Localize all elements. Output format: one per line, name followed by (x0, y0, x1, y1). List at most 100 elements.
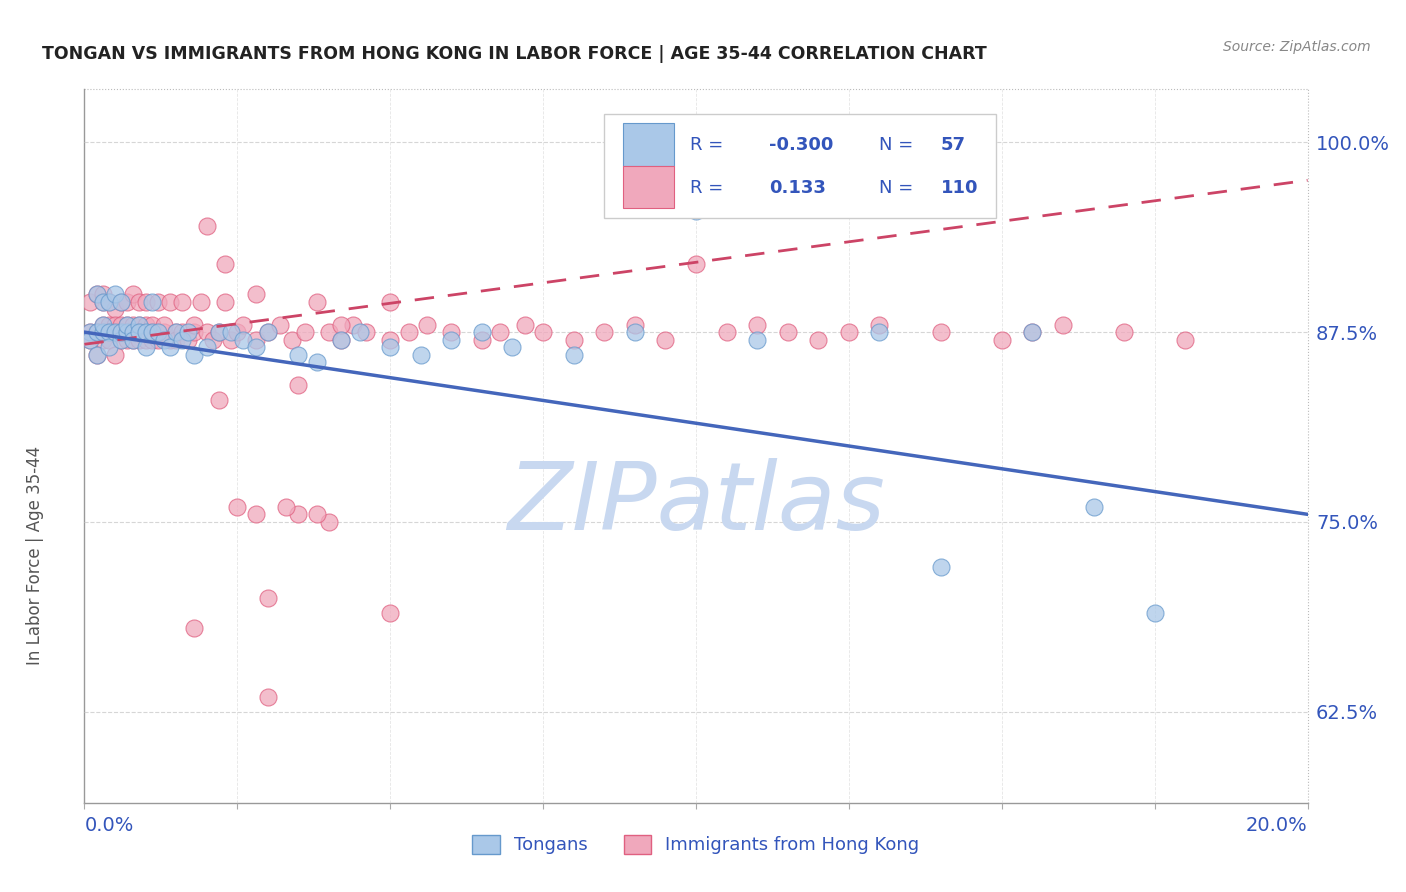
Point (159, 333, 181, 347)
Point (146, 325, 169, 339)
Point (97, 333, 120, 347)
Point (128, 294, 150, 309)
Point (276, 500, 298, 514)
Point (219, 325, 242, 339)
Point (489, 325, 512, 339)
Point (287, 348, 309, 362)
Point (128, 318, 150, 332)
FancyBboxPatch shape (623, 166, 673, 209)
Point (91, 325, 114, 339)
Point (502, 340, 524, 354)
Point (201, 333, 224, 347)
Point (226, 500, 249, 514)
Point (79, 325, 101, 339)
Point (86, 325, 108, 339)
Point (245, 333, 267, 347)
Point (195, 325, 218, 339)
Point (110, 333, 132, 347)
Point (146, 294, 169, 309)
Point (91, 294, 114, 309)
Point (398, 325, 420, 339)
FancyBboxPatch shape (605, 114, 995, 218)
Point (208, 325, 231, 339)
Point (122, 325, 145, 339)
Point (869, 318, 891, 332)
Point (86, 348, 108, 362)
Point (128, 333, 150, 347)
Point (471, 333, 494, 347)
Point (776, 325, 799, 339)
Point (122, 333, 145, 347)
Point (195, 340, 218, 354)
Point (86, 287, 108, 301)
Point (159, 340, 181, 354)
Point (183, 348, 205, 362)
Point (122, 287, 145, 301)
Point (349, 325, 371, 339)
Point (318, 515, 340, 529)
Point (654, 333, 676, 347)
Point (1021, 325, 1043, 339)
Text: -0.300: -0.300 (769, 136, 834, 153)
Text: Source: ZipAtlas.com: Source: ZipAtlas.com (1223, 40, 1371, 54)
Point (128, 318, 150, 332)
Point (153, 318, 176, 332)
Point (208, 325, 231, 339)
Point (257, 325, 280, 339)
Point (146, 325, 169, 339)
Point (177, 325, 200, 339)
Point (110, 294, 132, 309)
Point (165, 325, 187, 339)
Point (115, 318, 138, 332)
Point (208, 393, 231, 408)
Point (929, 325, 952, 339)
Point (153, 325, 176, 339)
Point (91, 318, 114, 332)
Point (245, 340, 267, 354)
Point (624, 318, 647, 332)
Text: ZIPatlas: ZIPatlas (508, 458, 884, 549)
Point (409, 348, 432, 362)
Point (97, 340, 120, 354)
Point (305, 294, 328, 309)
Point (135, 294, 157, 309)
Text: R =: R = (690, 136, 723, 153)
Point (1174, 333, 1197, 347)
Text: 110: 110 (941, 178, 979, 196)
Point (440, 333, 463, 347)
Point (318, 325, 340, 339)
Point (257, 325, 280, 339)
Point (165, 325, 187, 339)
Point (685, 257, 707, 271)
FancyBboxPatch shape (623, 123, 673, 166)
Point (869, 325, 891, 339)
Point (97, 325, 120, 339)
Point (416, 318, 439, 332)
Point (79, 294, 101, 309)
Point (104, 348, 127, 362)
Point (380, 333, 402, 347)
Point (747, 333, 769, 347)
Point (86, 287, 108, 301)
Point (128, 325, 150, 339)
Point (110, 325, 132, 339)
Point (86, 325, 108, 339)
Point (1143, 606, 1166, 620)
Point (172, 325, 194, 339)
Point (342, 318, 364, 332)
Text: N =: N = (880, 136, 914, 153)
Point (115, 325, 138, 339)
Point (330, 333, 353, 347)
Point (135, 340, 157, 354)
Point (79, 333, 101, 347)
Point (97, 318, 120, 332)
Point (838, 325, 860, 339)
Point (115, 333, 138, 347)
Point (135, 325, 157, 339)
Point (122, 333, 145, 347)
Point (195, 219, 218, 233)
Point (1114, 325, 1136, 339)
Point (531, 325, 554, 339)
Point (172, 294, 194, 309)
Point (257, 690, 280, 704)
